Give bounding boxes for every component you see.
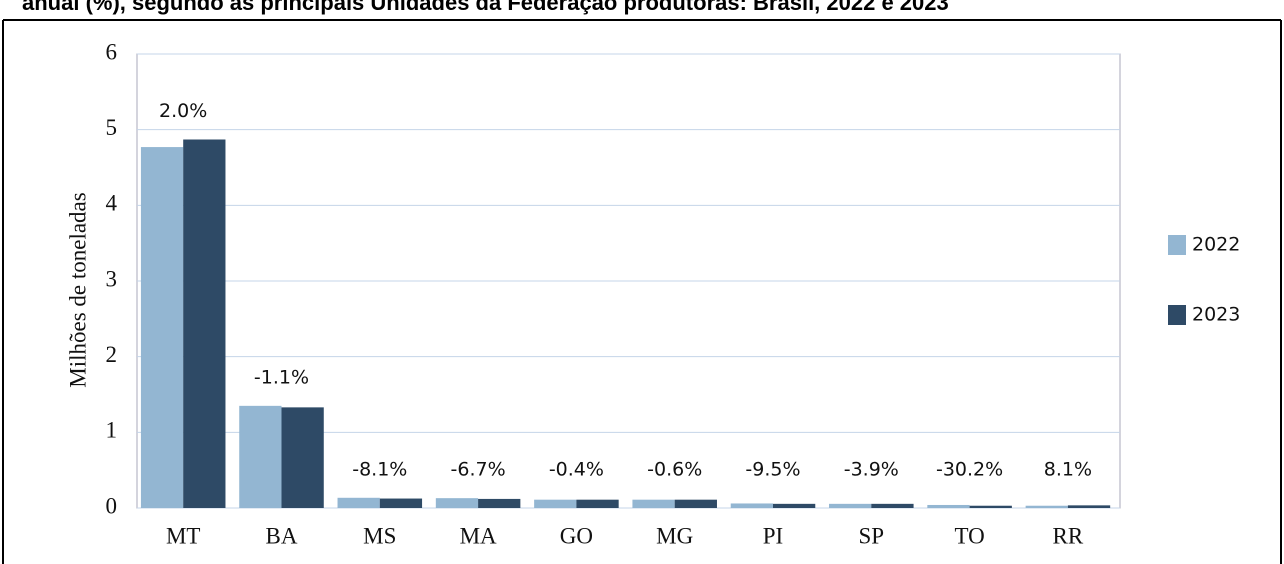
data-label: -8.1% [352,458,407,480]
bar [534,499,577,508]
x-tick-label: MS [363,523,396,548]
bar [239,405,282,508]
bar [674,499,717,508]
bar [871,503,914,508]
legend-label: 2022 [1192,234,1240,256]
y-tick-label: 2 [106,342,118,367]
x-tick-label: GO [560,523,593,548]
y-tick-label: 1 [106,418,118,443]
y-tick-label: 3 [106,266,118,291]
y-tick-label: 6 [106,39,118,64]
data-label: -0.4% [549,459,604,481]
x-tick-label: MA [460,523,497,548]
data-label: -30.2% [936,459,1003,481]
bar [183,139,226,508]
bar [478,498,521,508]
bar [927,504,970,508]
y-tick-label: 4 [106,191,118,216]
data-label: -3.9% [844,459,899,481]
bar [435,498,479,508]
bar [337,497,380,508]
x-tick-label: MT [166,523,201,548]
legend-swatch [1168,235,1186,255]
x-tick-label: RR [1053,523,1084,548]
data-label: 2.0% [159,100,207,122]
x-tick-label: BA [266,523,298,548]
data-label: 8.1% [1044,459,1092,481]
bar [773,503,816,508]
y-tick-label: 5 [106,115,118,140]
bar [379,498,423,508]
data-label: -9.5% [745,459,800,481]
legend-label: 2023 [1192,304,1240,326]
x-tick-label: MG [656,523,693,548]
legend-swatch [1168,305,1186,325]
bar [281,407,324,508]
bar [140,147,184,508]
x-tick-label: PI [763,523,783,548]
bar [632,499,675,508]
bar [1025,505,1068,508]
data-label: -1.1% [254,366,309,388]
chart-title: anual (%), segundo as principais Unidade… [22,0,949,15]
data-label: -0.6% [647,459,702,481]
x-tick-label: SP [859,523,885,548]
y-axis-label: Milhões de toneladas [65,192,90,388]
x-tick-label: TO [954,523,984,548]
data-label: -6.7% [451,459,506,481]
y-tick-label: 0 [106,493,118,518]
bar [1067,505,1111,508]
bar [829,503,872,508]
bar [576,499,619,508]
bar [969,505,1012,508]
bar [730,503,774,508]
